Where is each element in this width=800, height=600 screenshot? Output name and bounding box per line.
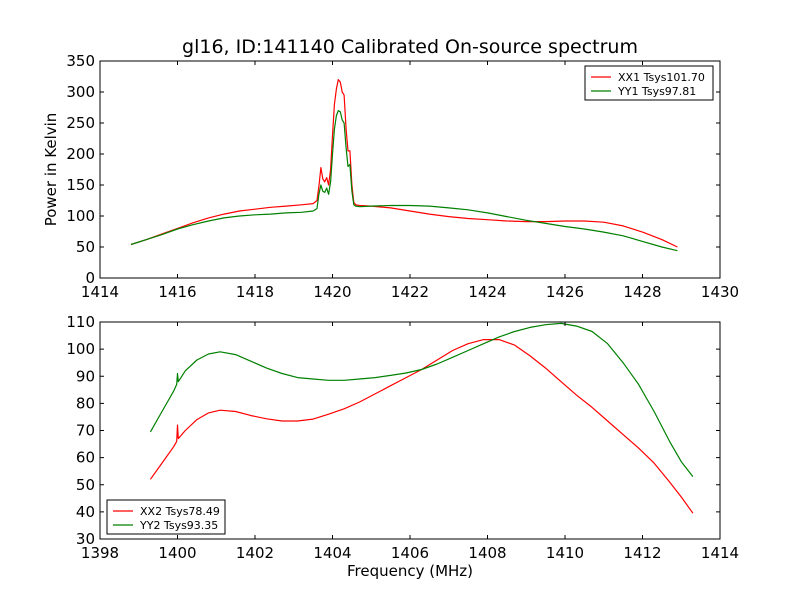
y-tick-label: 0 bbox=[85, 269, 95, 287]
x-tick-label: 1430 bbox=[701, 283, 739, 301]
x-tick-label: 1424 bbox=[468, 283, 506, 301]
x-tick-label: 1428 bbox=[623, 283, 661, 301]
y-tick-label: 30 bbox=[76, 530, 95, 548]
top-panel: 1414 1416 1418 1420 1422 1424 1426 1428 1430 0 50 1… bbox=[42, 36, 739, 301]
series-line-xx1 bbox=[130, 79, 678, 248]
legend-box bbox=[584, 65, 714, 101]
x-tick-label: 1416 bbox=[158, 283, 196, 301]
x-tick-label: 1402 bbox=[236, 544, 274, 562]
y-tick-label: 300 bbox=[66, 83, 95, 101]
series-line-yy2 bbox=[149, 322, 694, 477]
y-tick-label: 90 bbox=[76, 367, 95, 385]
x-tick-label: 1414 bbox=[701, 544, 739, 562]
y-tick-label: 150 bbox=[66, 176, 95, 194]
y-tick-label: 50 bbox=[76, 476, 95, 494]
x-tick-label: 1398 bbox=[81, 544, 119, 562]
x-tick-label: 1422 bbox=[391, 283, 429, 301]
bottom-panel: 1398 1400 1402 1404 1406 1408 1410 1412 1414 30 40… bbox=[66, 313, 739, 580]
x-tick-label: 1418 bbox=[236, 283, 274, 301]
y-tick-label: 250 bbox=[66, 114, 95, 132]
y-tick-label: 50 bbox=[76, 238, 95, 256]
y-tick-label: 350 bbox=[66, 52, 95, 70]
x-tick-label: 1410 bbox=[546, 544, 584, 562]
series-line-yy1 bbox=[130, 110, 678, 252]
y-axis-label: Power in Kelvin bbox=[42, 113, 60, 227]
y-tick-label: 60 bbox=[76, 449, 95, 467]
y-tick-label: 100 bbox=[66, 207, 95, 225]
x-tick-label: 1400 bbox=[158, 544, 196, 562]
legend-label: YY1 Tsys97.81 bbox=[617, 85, 696, 98]
y-tick-label: 100 bbox=[66, 340, 95, 358]
series-line-xx2 bbox=[149, 339, 694, 514]
y-tick-label: 110 bbox=[66, 313, 95, 331]
legend-label: XX1 Tsys101.70 bbox=[618, 71, 705, 84]
x-tick-label: 1420 bbox=[313, 283, 351, 301]
legend-label: XX2 Tsys78.49 bbox=[140, 505, 220, 518]
y-tick-label: 200 bbox=[66, 145, 95, 163]
legend-label: YY2 Tsys93.35 bbox=[139, 519, 218, 532]
x-tick-label: 1414 bbox=[81, 283, 119, 301]
x-tick-label: 1406 bbox=[391, 544, 429, 562]
y-tick-label: 40 bbox=[76, 503, 95, 521]
legend-box bbox=[106, 499, 226, 535]
x-tick-label: 1412 bbox=[623, 544, 661, 562]
y-tick-label: 80 bbox=[76, 394, 95, 412]
x-tick-label: 1426 bbox=[546, 283, 584, 301]
y-tick-label: 70 bbox=[76, 422, 95, 440]
chart-title: gl16, ID:141140 Calibrated On-source spe… bbox=[182, 36, 638, 58]
x-axis-label: Frequency (MHz) bbox=[347, 562, 473, 580]
x-tick-label: 1404 bbox=[313, 544, 351, 562]
x-tick-label: 1408 bbox=[468, 544, 506, 562]
